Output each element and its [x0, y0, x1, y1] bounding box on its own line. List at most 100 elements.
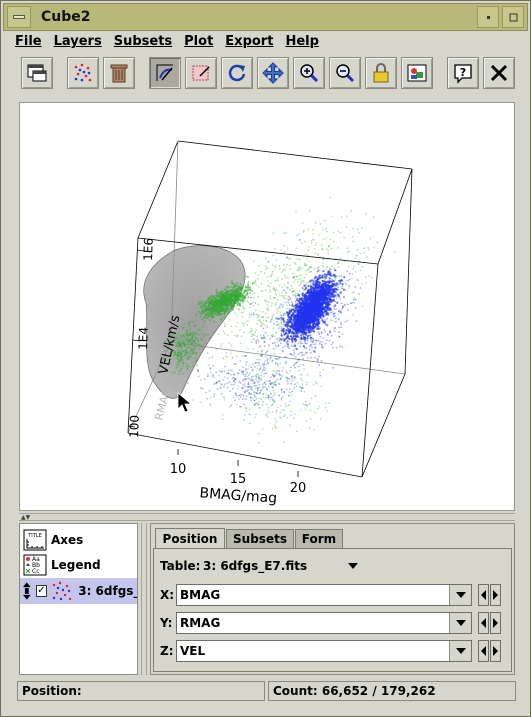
menu-plot[interactable]: Plot: [184, 34, 214, 49]
maximize-button[interactable]: [502, 6, 524, 28]
drag-handle-icon[interactable]: [22, 581, 32, 601]
minimize-button[interactable]: [477, 6, 499, 28]
scatter-point: [296, 258, 299, 260]
tab-position[interactable]: Position: [155, 528, 225, 549]
layer-panel-divider[interactable]: [141, 523, 147, 675]
scatter-point: [275, 289, 278, 292]
x-prev-button[interactable]: [478, 584, 489, 606]
scatter-point: [192, 345, 195, 348]
layer-item-legend[interactable]: Aa Bb Cc Legend: [20, 552, 137, 578]
z-dropdown-arrow[interactable]: [449, 641, 471, 661]
subset-blob[interactable]: [143, 245, 246, 399]
scatter-point: [290, 300, 293, 302]
tab-subsets[interactable]: Subsets: [226, 529, 294, 548]
scatter-point: [192, 320, 195, 323]
table-dropdown-arrow[interactable]: [342, 556, 364, 576]
menu-layers[interactable]: Layers: [53, 34, 102, 49]
y-dropdown-arrow[interactable]: [449, 613, 471, 633]
export-image-button[interactable]: [401, 57, 433, 89]
scatter-point: [174, 351, 177, 354]
help-button[interactable]: ?: [447, 57, 479, 89]
cube-plot[interactable]: 10 15 20 BMAG/mag 100 1E4 1E6 VEL/km/s R…: [20, 103, 516, 512]
scatter-point: [174, 344, 177, 347]
menu-export[interactable]: Export: [225, 34, 274, 49]
z-coord-combo[interactable]: VEL: [176, 640, 472, 662]
scatter-point: [252, 304, 255, 307]
scatter-point: [327, 245, 330, 248]
subset-button[interactable]: [67, 57, 99, 89]
scatter-point: [229, 373, 232, 376]
y-coord-combo[interactable]: RMAG: [176, 612, 472, 634]
scatter-point: [313, 279, 316, 281]
scatter-point: [213, 312, 216, 315]
scatter-point: [255, 373, 258, 376]
scatter-point: [321, 264, 324, 267]
title-bar[interactable]: Cube2: [3, 3, 528, 31]
z-coord-value: VEL: [180, 644, 206, 658]
scatter-point: [275, 427, 278, 430]
scatter-point: [185, 339, 188, 341]
scatter-point: [275, 294, 278, 297]
scatter-point: [311, 328, 314, 331]
y-next-button[interactable]: [490, 612, 501, 634]
scatter-point: [277, 338, 280, 341]
scatter-point: [270, 376, 272, 379]
scatter-point: [334, 317, 337, 320]
scatter-point: [195, 359, 198, 362]
scatter-point: [267, 275, 269, 278]
scatter-point: [233, 296, 236, 299]
rotate-button[interactable]: [221, 57, 253, 89]
draw-subset-button[interactable]: [149, 57, 181, 89]
scatter-point: [174, 351, 177, 354]
layer-item-axes[interactable]: TITLE Axes: [20, 527, 137, 553]
menu-subsets[interactable]: Subsets: [113, 34, 173, 49]
scatter-point: [193, 332, 195, 335]
plot-area[interactable]: 10 15 20 BMAG/mag 100 1E4 1E6 VEL/km/s R…: [19, 102, 515, 511]
scatter-point: [352, 240, 354, 243]
x-dropdown-arrow[interactable]: [449, 585, 471, 605]
scatter-point: [314, 356, 316, 359]
navigate-button[interactable]: [257, 57, 289, 89]
scatter-point: [306, 351, 309, 354]
scatter-point: [280, 292, 283, 294]
zoom-out-button[interactable]: [329, 57, 361, 89]
x-coord-combo[interactable]: BMAG: [176, 584, 472, 606]
tab-form[interactable]: Form: [295, 529, 343, 548]
scatter-point: [279, 417, 282, 419]
scatter-point: [288, 258, 290, 261]
blob-subset-button[interactable]: [185, 57, 217, 89]
scatter-point: [278, 264, 281, 267]
lock-axes-button[interactable]: [365, 57, 397, 89]
scatter-point: [342, 288, 346, 291]
scatter-point: [344, 289, 347, 292]
scatter-point: [284, 313, 287, 316]
z-next-button[interactable]: [490, 640, 501, 662]
scatter-point: [257, 403, 259, 406]
zoom-in-button[interactable]: [293, 57, 325, 89]
x-field-label: X:: [160, 588, 175, 602]
scatter-point: [353, 301, 355, 304]
scatter-point: [173, 354, 176, 357]
scatter-point: [322, 323, 325, 325]
split-pane-divider[interactable]: ▲▼: [19, 513, 515, 521]
z-prev-button[interactable]: [478, 640, 489, 662]
scatter-point: [252, 301, 255, 303]
x-next-button[interactable]: [490, 584, 501, 606]
scatter-point: [343, 276, 346, 279]
scatter-point: [299, 351, 302, 354]
scatter-point: [325, 307, 329, 311]
scatter-point: [229, 369, 232, 371]
menu-file[interactable]: File: [15, 34, 42, 49]
menu-help[interactable]: Help: [285, 34, 319, 49]
close-button[interactable]: [483, 57, 515, 89]
scatter-point: [190, 348, 193, 351]
y-prev-button[interactable]: [478, 612, 489, 634]
table-selector[interactable]: 3: 6dfgs_E7.fits: [200, 556, 364, 578]
window-menu-button[interactable]: [7, 6, 31, 28]
delete-button[interactable]: [103, 57, 135, 89]
layer-visible-checkbox[interactable]: ✓: [35, 585, 48, 597]
new-window-button[interactable]: [21, 57, 53, 89]
collapse-arrows-icon[interactable]: ▲▼: [21, 514, 31, 521]
scatter-point: [257, 441, 260, 444]
layer-item-scatter[interactable]: ✓ 3: 6dfgs_: [20, 578, 137, 604]
